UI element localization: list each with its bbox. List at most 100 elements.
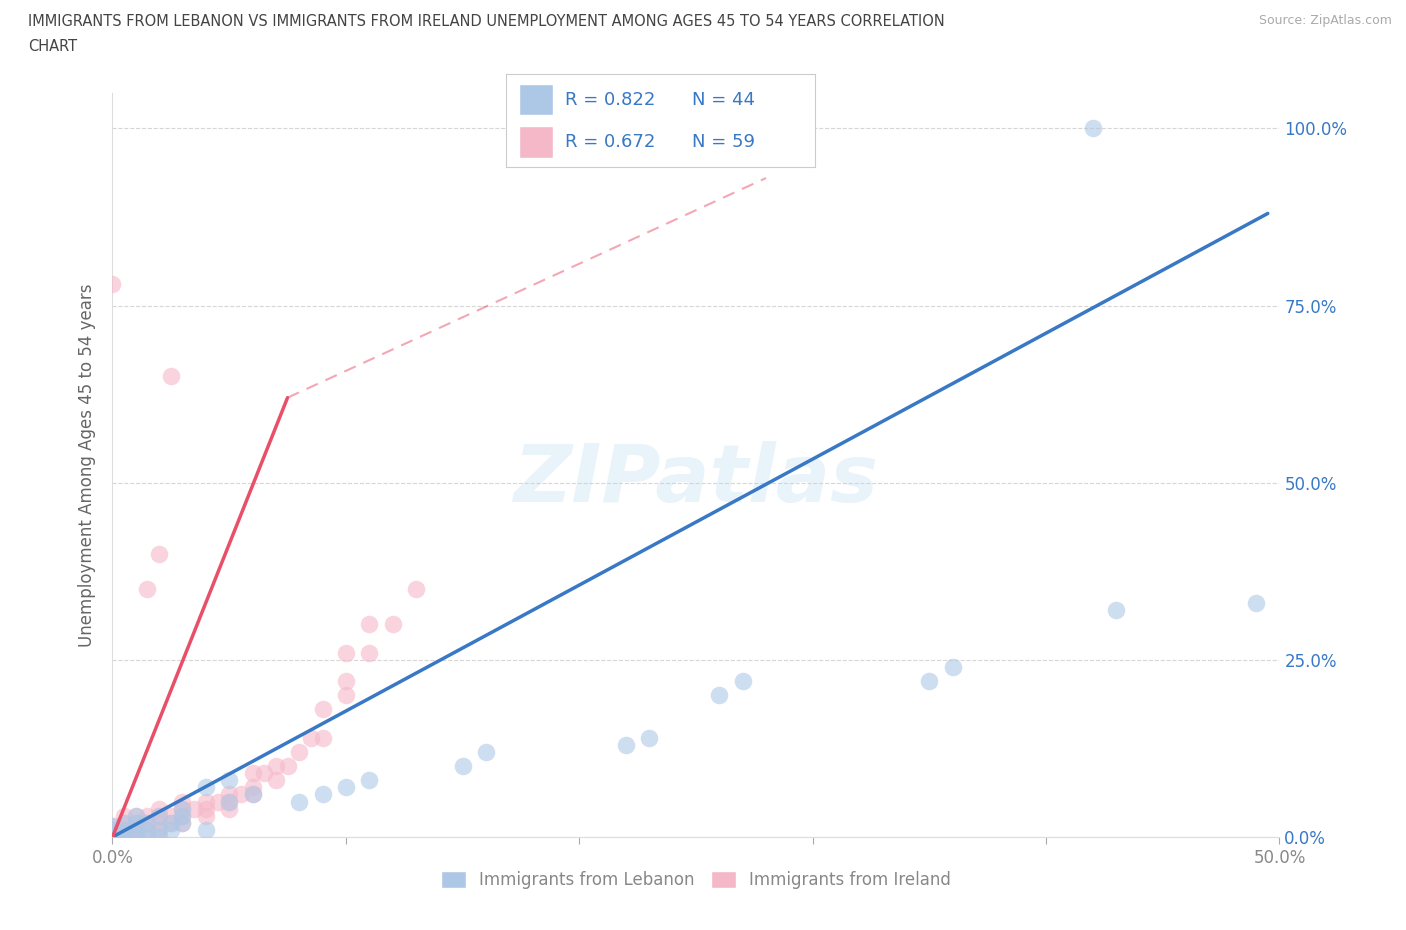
Point — [112, 826, 135, 841]
Point — [183, 802, 205, 817]
Point — [242, 787, 264, 802]
Point — [160, 369, 183, 384]
Point — [101, 826, 124, 841]
Point — [148, 546, 170, 561]
Point — [112, 816, 135, 830]
Point — [160, 816, 183, 830]
Point — [918, 673, 941, 688]
Point — [112, 822, 135, 837]
Point — [172, 808, 194, 823]
Point — [136, 830, 159, 844]
Legend: Immigrants from Lebanon, Immigrants from Ireland: Immigrants from Lebanon, Immigrants from… — [434, 864, 957, 896]
Point — [194, 808, 217, 823]
Point — [218, 773, 240, 788]
Point — [160, 808, 183, 823]
Text: ZIPatlas: ZIPatlas — [513, 441, 879, 519]
Point — [148, 822, 170, 837]
Point — [101, 830, 124, 844]
Point — [638, 730, 661, 745]
Point — [101, 822, 124, 837]
Point — [264, 773, 287, 788]
Point — [253, 765, 276, 780]
Point — [242, 765, 264, 780]
Point — [264, 759, 287, 774]
Point — [125, 816, 148, 830]
Point — [359, 617, 381, 631]
Point — [101, 830, 124, 844]
Point — [160, 816, 183, 830]
Point — [125, 826, 148, 841]
Point — [148, 802, 170, 817]
Point — [1244, 596, 1267, 611]
Point — [288, 745, 311, 760]
Point — [242, 787, 264, 802]
Point — [112, 830, 135, 844]
Point — [172, 808, 194, 823]
Point — [194, 794, 217, 809]
Point — [299, 730, 322, 745]
Point — [218, 787, 240, 802]
Point — [125, 830, 148, 844]
Point — [125, 808, 148, 823]
Point — [709, 688, 731, 703]
Point — [148, 822, 170, 837]
Point — [101, 819, 124, 834]
Point — [101, 830, 124, 844]
Point — [136, 822, 159, 837]
Point — [311, 702, 333, 717]
Point — [451, 759, 474, 774]
Text: Source: ZipAtlas.com: Source: ZipAtlas.com — [1258, 14, 1392, 27]
Point — [112, 826, 135, 841]
Point — [125, 830, 148, 844]
Point — [136, 581, 159, 596]
Point — [148, 816, 170, 830]
Point — [112, 822, 135, 837]
Point — [101, 819, 124, 834]
Point — [335, 673, 357, 688]
Point — [1081, 121, 1104, 136]
Point — [125, 822, 148, 837]
Text: R = 0.822: R = 0.822 — [565, 90, 655, 109]
Point — [172, 816, 194, 830]
FancyBboxPatch shape — [519, 126, 553, 158]
Point — [125, 816, 148, 830]
Point — [112, 816, 135, 830]
Point — [276, 759, 298, 774]
Point — [125, 808, 148, 823]
Point — [172, 794, 194, 809]
Point — [148, 808, 170, 823]
Point — [136, 808, 159, 823]
Point — [101, 822, 124, 837]
Point — [218, 794, 240, 809]
Point — [172, 816, 194, 830]
Point — [942, 659, 965, 674]
Point — [229, 787, 252, 802]
Point — [112, 830, 135, 844]
FancyBboxPatch shape — [519, 84, 553, 115]
Point — [194, 780, 217, 795]
Point — [172, 802, 194, 817]
Point — [172, 802, 194, 817]
Point — [405, 581, 427, 596]
Text: N = 59: N = 59 — [692, 133, 755, 152]
Point — [101, 826, 124, 841]
Point — [311, 787, 333, 802]
Point — [311, 730, 333, 745]
Point — [242, 780, 264, 795]
Point — [148, 830, 170, 844]
Y-axis label: Unemployment Among Ages 45 to 54 years: Unemployment Among Ages 45 to 54 years — [77, 284, 96, 646]
Point — [194, 822, 217, 837]
Point — [335, 688, 357, 703]
Point — [1105, 603, 1128, 618]
Point — [614, 737, 637, 752]
Point — [359, 773, 381, 788]
Point — [359, 645, 381, 660]
Point — [731, 673, 754, 688]
Point — [160, 822, 183, 837]
Text: N = 44: N = 44 — [692, 90, 755, 109]
Point — [101, 277, 124, 292]
Point — [136, 816, 159, 830]
Text: R = 0.672: R = 0.672 — [565, 133, 655, 152]
Point — [112, 808, 135, 823]
Point — [136, 816, 159, 830]
